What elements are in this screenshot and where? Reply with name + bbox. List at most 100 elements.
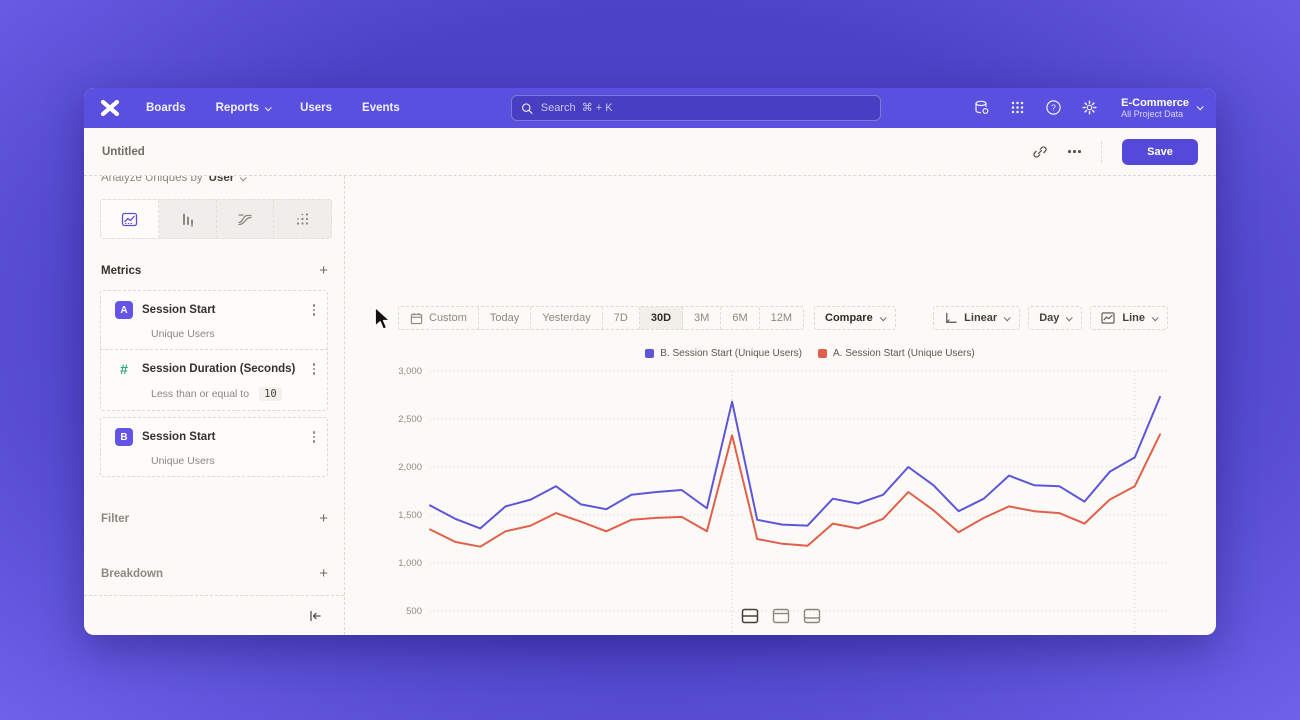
project-subtitle: All Project Data: [1121, 109, 1184, 120]
chevron-down-icon: [879, 313, 887, 321]
date-range-picker: Custom Today Yesterday 7D 30D 3M 6M 12M: [398, 306, 805, 330]
range-yesterday[interactable]: Yesterday: [531, 307, 603, 329]
range-12m[interactable]: 12M: [760, 307, 803, 329]
chevron-down-icon: [1066, 313, 1074, 321]
chevron-down-icon: [1196, 103, 1204, 111]
layout-header-icon[interactable]: [772, 608, 790, 624]
more-menu-icon[interactable]: [1068, 150, 1081, 153]
chart-type-dropdown[interactable]: Line: [1090, 306, 1168, 330]
search-bar[interactable]: [511, 95, 882, 121]
range-label: Today: [489, 312, 520, 324]
apps-grid-icon[interactable]: [1009, 99, 1026, 116]
add-metric-button[interactable]: +: [319, 262, 328, 279]
range-7d[interactable]: 7D: [603, 307, 640, 329]
top-nav: Boards Reports Users Events: [84, 88, 1216, 128]
tab-insights[interactable]: [101, 200, 159, 238]
metric-condition-value[interactable]: 10: [259, 387, 282, 401]
interval-label: Day: [1039, 312, 1060, 324]
legend-item-b[interactable]: B. Session Start (Unique Users): [645, 348, 802, 359]
axis-scale-icon: [946, 312, 957, 323]
interval-dropdown[interactable]: Day: [1028, 306, 1083, 330]
filter-header-label: Filter: [101, 512, 130, 525]
help-icon[interactable]: ?: [1045, 99, 1062, 116]
range-label: 12M: [770, 312, 793, 324]
nav-item-users[interactable]: Users: [300, 102, 332, 114]
project-selector[interactable]: E-Commerce All Project Data: [1117, 97, 1204, 120]
layout-split-icon[interactable]: [741, 608, 759, 624]
query-builder-sidebar: Analyze Uniques by User: [84, 176, 345, 635]
sidebar-footer: [84, 595, 344, 635]
report-title[interactable]: Untitled: [102, 145, 145, 158]
svg-text:1,500: 1,500: [398, 510, 422, 521]
metric-card-b[interactable]: B Session Start Unique Users: [100, 417, 328, 477]
metrics-header-label: Metrics: [101, 264, 142, 277]
analyze-uniques-row: Analyze Uniques by User: [84, 176, 344, 193]
metric-options-icon[interactable]: [311, 429, 317, 445]
nav-item-label: Users: [300, 102, 333, 114]
data-management-icon[interactable]: [973, 99, 990, 116]
range-label: Custom: [429, 312, 467, 324]
collapse-sidebar-icon[interactable]: [308, 609, 322, 623]
scale-dropdown[interactable]: Linear: [933, 306, 1021, 330]
metric-subtitle[interactable]: Unique Users: [151, 455, 215, 467]
nav-item-events[interactable]: Events: [362, 102, 400, 114]
nav-item-label: Boards: [146, 102, 186, 114]
nav-item-boards[interactable]: Boards: [146, 102, 186, 114]
line-chart-tab-icon: [121, 212, 138, 226]
mixpanel-logo-icon[interactable]: [98, 97, 124, 119]
range-30d[interactable]: 30D: [639, 307, 684, 329]
metric-badge-b: B: [115, 428, 133, 446]
metric-card-duration[interactable]: # Session Duration (Seconds) Less than o…: [100, 349, 328, 411]
line-chart-icon: [1101, 312, 1115, 324]
legend-label: B. Session Start (Unique Users): [660, 348, 802, 359]
svg-text:?: ?: [1051, 103, 1056, 113]
range-label: Yesterday: [542, 312, 591, 324]
settings-gear-icon[interactable]: [1081, 99, 1098, 116]
filter-section-header: Filter +: [101, 511, 328, 526]
breakdown-header-label: Breakdown: [101, 567, 163, 580]
metric-badge-a: A: [115, 301, 133, 319]
svg-text:2,000: 2,000: [398, 462, 422, 473]
legend-swatch-purple: [645, 349, 655, 358]
chart-type-label: Line: [1122, 312, 1145, 324]
chart-type-tabs: [100, 199, 332, 239]
add-breakdown-button[interactable]: +: [319, 565, 328, 582]
report-canvas: Custom Today Yesterday 7D 30D 3M 6M 12M …: [345, 176, 1216, 635]
metric-card-a[interactable]: A Session Start Unique Users: [100, 290, 328, 349]
chevron-down-icon: [264, 103, 272, 111]
share-link-icon[interactable]: [1032, 144, 1048, 160]
analyze-value-dropdown[interactable]: User: [208, 176, 235, 184]
range-today[interactable]: Today: [479, 307, 532, 329]
svg-text:3,000: 3,000: [398, 366, 422, 377]
metric-options-icon[interactable]: [311, 302, 317, 318]
tab-bar-chart[interactable]: [159, 200, 217, 238]
range-custom[interactable]: Custom: [399, 307, 479, 329]
metric-condition[interactable]: Less than or equal to: [151, 388, 250, 400]
save-button[interactable]: Save: [1122, 138, 1198, 165]
legend-item-a[interactable]: A. Session Start (Unique Users): [818, 348, 975, 359]
svg-text:1,000: 1,000: [398, 558, 422, 569]
layout-bottom-icon[interactable]: [803, 608, 821, 624]
metric-name: Session Duration (Seconds): [142, 363, 296, 375]
range-label: 30D: [650, 312, 672, 324]
metric-options-icon[interactable]: [311, 361, 317, 377]
tab-retention[interactable]: [274, 200, 331, 238]
metric-subtitle[interactable]: Unique Users: [151, 328, 215, 340]
compare-button[interactable]: Compare: [814, 306, 896, 330]
range-label: 3M: [694, 312, 710, 324]
chevron-down-icon: [1151, 313, 1159, 321]
chevron-down-icon: [239, 176, 247, 181]
range-3m[interactable]: 3M: [683, 307, 722, 329]
range-6m[interactable]: 6M: [721, 307, 760, 329]
tab-flows[interactable]: [217, 200, 275, 238]
metrics-section-header: Metrics +: [101, 263, 328, 278]
chart-controls: Custom Today Yesterday 7D 30D 3M 6M 12M …: [345, 306, 1216, 330]
legend-swatch-red: [818, 349, 827, 358]
nav-item-label: Reports: [215, 102, 260, 114]
nav-item-reports[interactable]: Reports: [215, 102, 272, 114]
add-filter-button[interactable]: +: [319, 510, 328, 527]
search-input[interactable]: [540, 102, 872, 114]
